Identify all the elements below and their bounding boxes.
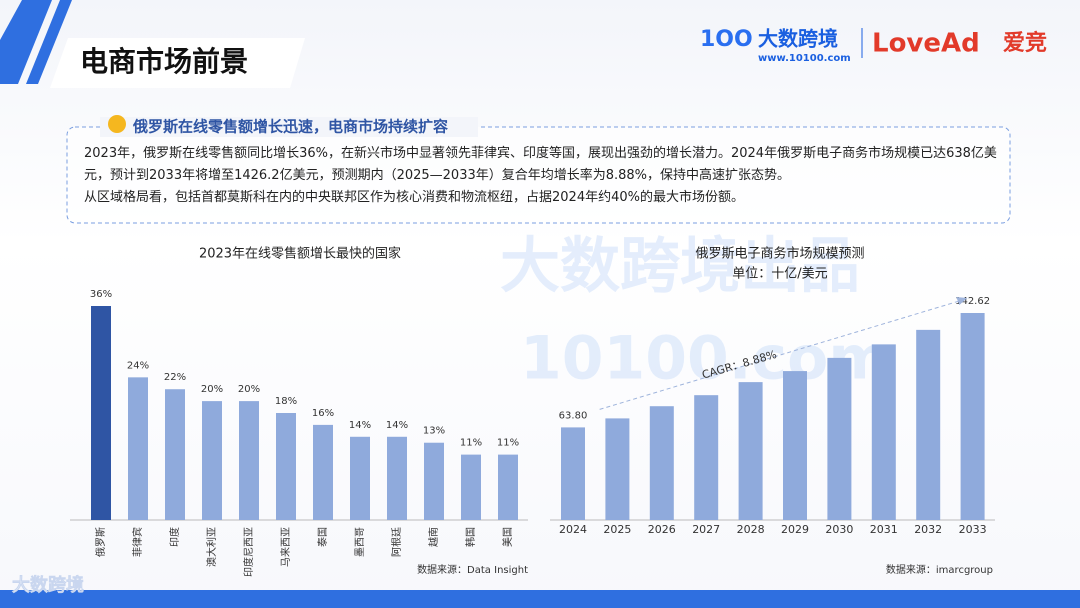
x-tick-label: 印度尼西亚 xyxy=(242,527,255,577)
data-label: 11% xyxy=(497,438,519,449)
stripe xyxy=(0,0,52,84)
x-tick-label: 印度 xyxy=(168,527,181,547)
paragraph: 2023年，俄罗斯在线零售额同比增长36%，在新兴市场中显著领先菲律宾、印度等国… xyxy=(84,146,997,183)
bar xyxy=(91,306,111,520)
x-tick-label: 2028 xyxy=(737,523,765,536)
x-tick-label: 俄罗斯 xyxy=(94,527,107,557)
x-tick-label: 美国 xyxy=(501,527,514,547)
bar xyxy=(960,313,985,520)
x-tick-label: 2025 xyxy=(603,523,631,536)
bar xyxy=(239,401,259,520)
bar xyxy=(605,418,630,520)
chart-title: 俄罗斯电子商务市场规模预测 xyxy=(695,246,864,262)
bar xyxy=(128,377,148,520)
data-label: 63.80 xyxy=(559,410,588,421)
data-label: 20% xyxy=(201,384,223,395)
bar xyxy=(350,436,370,520)
callout-heading: 俄罗斯在线零售额增长迅速，电商市场持续扩容 xyxy=(132,118,448,136)
data-label: 20% xyxy=(238,384,260,395)
bar xyxy=(424,442,444,520)
data-label: 18% xyxy=(275,396,297,407)
data-label: 11% xyxy=(460,438,482,449)
bar xyxy=(498,454,518,520)
data-label: 24% xyxy=(127,360,149,371)
bar xyxy=(871,344,896,520)
brand-logo: 1OO xyxy=(700,27,753,52)
data-label: 22% xyxy=(164,372,186,383)
data-label: 14% xyxy=(386,420,408,431)
x-tick-label: 墨西哥 xyxy=(354,527,366,557)
bar xyxy=(561,427,585,520)
bar xyxy=(276,413,296,520)
x-tick-label: 2029 xyxy=(781,523,809,536)
arrow-head xyxy=(956,297,968,305)
bar xyxy=(783,371,807,520)
bulb-icon xyxy=(108,115,126,133)
x-tick-label: 阿根廷 xyxy=(390,527,403,557)
x-tick-label: 2026 xyxy=(648,523,676,536)
x-tick-label: 2024 xyxy=(559,523,587,536)
partner: LoveAd xyxy=(872,29,980,59)
paragraph: 从区域格局看，包括首都莫斯科在内的中央联邦区作为核心消费和物流枢纽，占据2024… xyxy=(84,190,744,205)
bar xyxy=(387,436,407,520)
x-tick-label: 2027 xyxy=(692,523,720,536)
x-tick-label: 澳大利亚 xyxy=(205,527,218,567)
bar xyxy=(827,357,852,520)
callout-heading-bg xyxy=(100,117,478,137)
slide-title: 电商市场前景 xyxy=(80,45,248,78)
x-tick-label: 越南 xyxy=(427,527,440,547)
bar xyxy=(916,329,941,520)
bar xyxy=(738,382,763,520)
source: 数据来源：imarcgroup xyxy=(886,563,993,576)
bar xyxy=(202,401,222,520)
source: 数据来源：Data Insight xyxy=(417,563,528,576)
x-tick-label: 泰国 xyxy=(316,527,329,547)
partner-cn: 爱竞 xyxy=(1003,30,1047,56)
brand: 大数跨境 xyxy=(758,27,838,51)
x-tick-label: 2032 xyxy=(914,523,942,536)
site: www.10100.com xyxy=(758,53,851,64)
chart-subtitle: 单位：十亿/美元 xyxy=(732,267,827,282)
callout-box xyxy=(66,126,1011,224)
data-label: 13% xyxy=(423,426,445,437)
title-box xyxy=(50,38,305,88)
x-tick-label: 菲律宾 xyxy=(131,527,144,557)
x-tick-label: 2030 xyxy=(825,523,853,536)
bar xyxy=(649,406,674,520)
x-tick-label: 2033 xyxy=(959,523,987,536)
x-tick-label: 韩国 xyxy=(464,527,477,547)
stripe xyxy=(26,0,72,84)
data-label: 16% xyxy=(312,408,334,419)
bar xyxy=(461,454,481,520)
footer-brand: 大数跨境 xyxy=(12,574,84,596)
data-label: 142.62 xyxy=(955,296,990,307)
bar xyxy=(313,424,333,520)
data-label: 36% xyxy=(90,289,112,300)
bar xyxy=(694,395,719,520)
footer-bar xyxy=(0,590,1080,608)
callout-text: 2023年，俄罗斯在线零售额同比增长36%，在新兴市场中显著领先菲律宾、印度等国… xyxy=(84,143,1004,209)
chart-title: 2023年在线零售额增长最快的国家 xyxy=(199,246,401,262)
data-label: 14% xyxy=(349,420,371,431)
bar xyxy=(165,389,185,520)
x-tick-label: 2031 xyxy=(870,523,898,536)
x-tick-label: 马来西亚 xyxy=(280,527,292,567)
watermark: 大数跨境出品 xyxy=(500,232,860,302)
